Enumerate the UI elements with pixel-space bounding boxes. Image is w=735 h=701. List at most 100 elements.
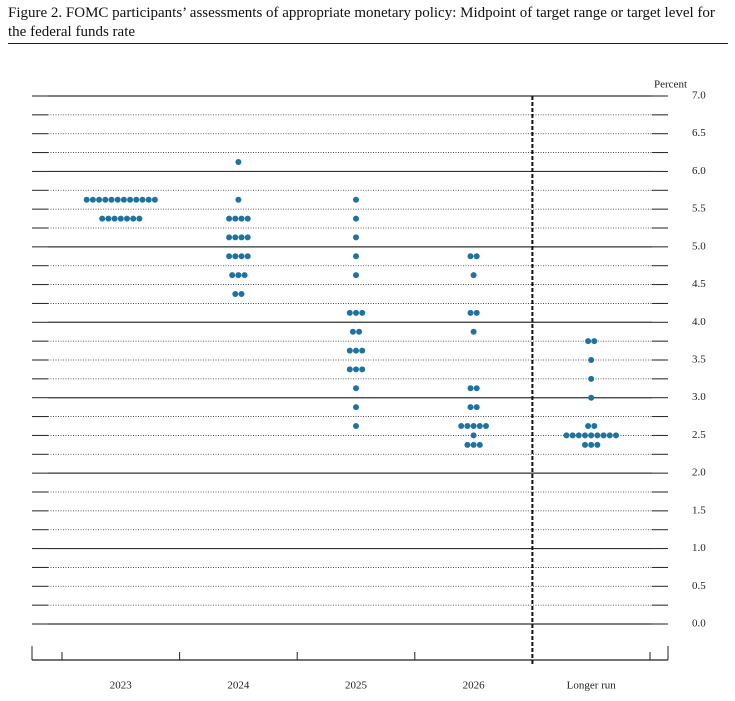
dot: [238, 234, 245, 241]
dot: [353, 423, 359, 429]
dot: [613, 432, 619, 439]
dot: [244, 253, 251, 260]
dot: [356, 328, 363, 335]
y-tick-label: 0.0: [692, 618, 706, 630]
x-tick-label: 2023: [110, 680, 133, 692]
y-axis-label: Percent: [654, 79, 687, 91]
dot: [83, 196, 90, 203]
dot: [232, 215, 239, 222]
dot: [238, 253, 245, 260]
dot: [359, 309, 366, 316]
dot: [473, 309, 480, 316]
x-tick-label: Longer run: [567, 680, 617, 692]
dot: [108, 196, 115, 203]
dot: [359, 366, 366, 373]
dot: [111, 215, 118, 222]
y-tick-label: 1.0: [692, 542, 706, 554]
y-tick-label: 0.5: [692, 580, 706, 592]
dot: [353, 253, 359, 260]
dot: [588, 375, 595, 382]
y-tick-label: 6.5: [692, 127, 706, 139]
dot: [235, 159, 242, 165]
dot: [353, 215, 359, 222]
dot: [476, 441, 483, 448]
chart-title: Figure 2. FOMC participants’ assessments…: [8, 5, 715, 40]
dot: [582, 441, 588, 448]
dot: [473, 385, 480, 392]
y-tick-label: 3.0: [692, 391, 706, 403]
dot: [235, 272, 242, 279]
dot: [458, 423, 465, 429]
dot: [467, 309, 474, 316]
dot: [353, 385, 359, 392]
dot: [130, 215, 137, 222]
dot: [606, 432, 613, 439]
dot: [346, 309, 353, 316]
title-rule: [8, 43, 728, 44]
dot: [232, 291, 239, 297]
dot: [229, 272, 236, 279]
dot: [349, 328, 356, 335]
dot: [563, 432, 570, 439]
y-tick-label: 1.5: [692, 504, 706, 516]
dot: [467, 385, 474, 392]
dot: [232, 253, 239, 260]
dot: [226, 215, 233, 222]
dot: [244, 234, 251, 241]
dot: [226, 234, 233, 241]
dot: [89, 196, 96, 203]
dot: [594, 441, 601, 448]
dot: [114, 196, 121, 203]
dot: [470, 432, 477, 439]
dot: [353, 234, 359, 241]
dot: [136, 215, 143, 222]
x-tick-label: 2026: [463, 680, 486, 692]
dot: [124, 215, 130, 222]
dot: [600, 432, 607, 439]
dot: [353, 366, 359, 373]
y-tick-label: 5.5: [692, 203, 706, 215]
dot: [467, 404, 474, 411]
dot: [232, 234, 239, 241]
dot: [470, 423, 477, 429]
dot: [594, 432, 601, 439]
dot: [470, 328, 477, 335]
dot: [226, 253, 233, 260]
dot: [467, 253, 474, 260]
dot: [588, 357, 595, 363]
dot: [346, 347, 353, 354]
dot: [346, 366, 353, 373]
dot: [151, 196, 158, 203]
y-tick-label: 4.0: [692, 316, 706, 328]
dot: [591, 338, 598, 345]
x-tick-label: 2025: [345, 680, 368, 692]
y-tick-label: 6.0: [692, 165, 706, 177]
dot: [588, 394, 595, 401]
dot: [96, 196, 103, 203]
y-tick-label: 2.5: [692, 429, 706, 441]
dot: [238, 291, 245, 297]
dot: [241, 272, 248, 279]
dot: [99, 215, 106, 222]
dot: [591, 423, 598, 429]
dot: [473, 404, 480, 411]
dot: [473, 253, 480, 260]
dot: [353, 404, 359, 411]
dot: [483, 423, 489, 429]
dot: [353, 272, 359, 279]
y-tick-label: 4.5: [692, 278, 706, 290]
dot: [244, 215, 251, 222]
dot: [117, 215, 124, 222]
dot: [569, 432, 576, 439]
dot: [359, 347, 366, 354]
dot: [235, 196, 242, 203]
dot: [476, 423, 483, 429]
y-tick-label: 5.0: [692, 240, 706, 252]
dot: [353, 309, 359, 316]
dot: [585, 423, 592, 429]
dot: [105, 215, 112, 222]
dot: [588, 432, 595, 439]
dot: [585, 338, 592, 345]
dot: [575, 432, 582, 439]
